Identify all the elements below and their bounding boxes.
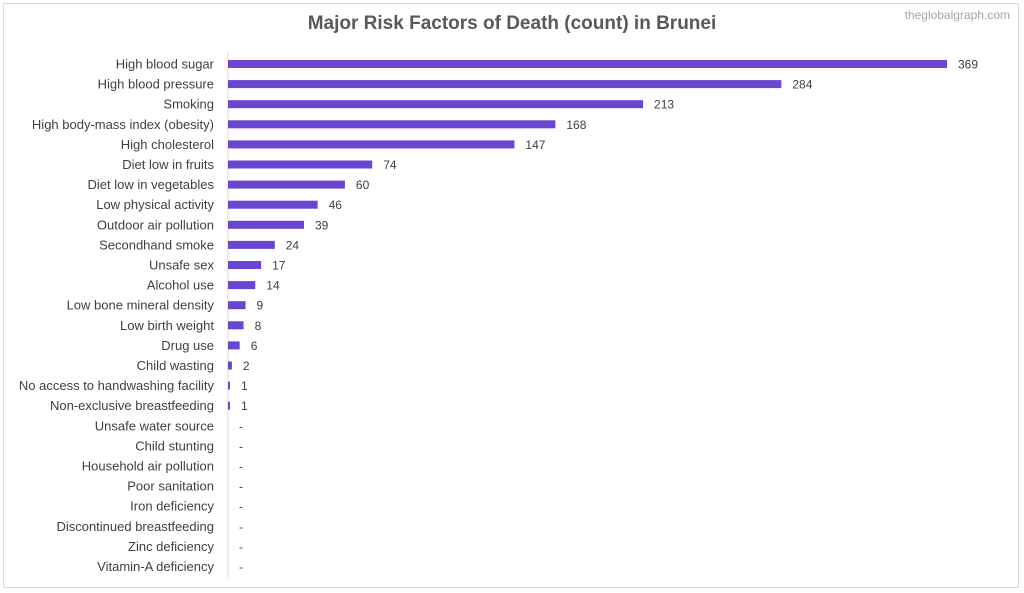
category-label: Child wasting bbox=[137, 358, 214, 373]
bar bbox=[228, 361, 232, 370]
data-label: 168 bbox=[566, 118, 586, 132]
bar bbox=[228, 301, 246, 310]
bar bbox=[228, 140, 515, 149]
category-label: Non-exclusive breastfeeding bbox=[50, 398, 214, 413]
data-label: 284 bbox=[792, 78, 812, 92]
category-label: Low physical activity bbox=[96, 197, 214, 212]
data-label: - bbox=[239, 460, 243, 474]
category-label: Zinc deficiency bbox=[128, 539, 214, 554]
bar bbox=[228, 220, 304, 229]
bar bbox=[228, 120, 556, 129]
data-label: 9 bbox=[257, 299, 264, 313]
bar bbox=[228, 160, 373, 169]
data-label: 17 bbox=[272, 259, 286, 273]
bar bbox=[228, 281, 256, 290]
data-label: 369 bbox=[958, 58, 978, 72]
category-label: Diet low in fruits bbox=[122, 157, 214, 172]
category-label: Unsafe water source bbox=[95, 418, 214, 433]
data-label: 1 bbox=[241, 399, 248, 413]
category-label: Discontinued breastfeeding bbox=[56, 519, 214, 534]
category-label: Household air pollution bbox=[82, 459, 214, 474]
category-label: Child stunting bbox=[135, 438, 214, 453]
data-label: 6 bbox=[251, 339, 258, 353]
category-label: No access to handwashing facility bbox=[19, 378, 215, 393]
data-label: - bbox=[239, 480, 243, 494]
category-label: Iron deficiency bbox=[130, 499, 214, 514]
data-label: - bbox=[239, 439, 243, 453]
data-label: 1 bbox=[241, 379, 248, 393]
bar bbox=[228, 321, 244, 330]
category-label: Vitamin-A deficiency bbox=[97, 559, 214, 574]
bar bbox=[228, 100, 644, 109]
bar bbox=[228, 261, 262, 269]
bar bbox=[228, 80, 782, 89]
data-label: 24 bbox=[286, 238, 300, 252]
data-label: - bbox=[239, 500, 243, 514]
data-label: - bbox=[239, 419, 243, 433]
category-label: High body-mass index (obesity) bbox=[32, 117, 214, 132]
data-label: 14 bbox=[266, 279, 280, 293]
category-label: High blood sugar bbox=[116, 57, 215, 72]
data-label: - bbox=[239, 560, 243, 574]
category-label: High cholesterol bbox=[121, 137, 214, 152]
category-label: Alcohol use bbox=[147, 278, 214, 293]
category-label: Drug use bbox=[161, 338, 214, 353]
data-label: 60 bbox=[356, 178, 370, 192]
bar bbox=[228, 180, 345, 189]
data-label: 39 bbox=[315, 218, 329, 232]
data-label: 2 bbox=[243, 359, 250, 373]
data-label: 8 bbox=[255, 319, 262, 333]
bar bbox=[228, 200, 318, 209]
data-label: - bbox=[239, 520, 243, 534]
category-label: Poor sanitation bbox=[127, 479, 214, 494]
category-label: Secondhand smoke bbox=[99, 237, 214, 252]
bar bbox=[228, 240, 275, 249]
data-label: 213 bbox=[654, 98, 674, 112]
bar bbox=[228, 60, 947, 68]
data-label: - bbox=[239, 540, 243, 554]
category-label: Smoking bbox=[163, 97, 214, 112]
bar bbox=[228, 401, 230, 410]
data-label: 74 bbox=[383, 158, 397, 172]
bar bbox=[228, 341, 240, 350]
data-label: 147 bbox=[525, 138, 545, 152]
data-label: 46 bbox=[329, 198, 343, 212]
chart-title: Major Risk Factors of Death (count) in B… bbox=[307, 13, 717, 34]
watermark: theglobalgraph.com bbox=[904, 8, 1010, 22]
category-label: High blood pressure bbox=[98, 77, 214, 92]
category-label: Unsafe sex bbox=[149, 258, 215, 273]
bar bbox=[228, 381, 230, 390]
category-label: Diet low in vegetables bbox=[88, 177, 215, 192]
category-label: Low birth weight bbox=[120, 318, 214, 333]
category-label: Low bone mineral density bbox=[67, 298, 215, 313]
category-label: Outdoor air pollution bbox=[97, 217, 214, 232]
